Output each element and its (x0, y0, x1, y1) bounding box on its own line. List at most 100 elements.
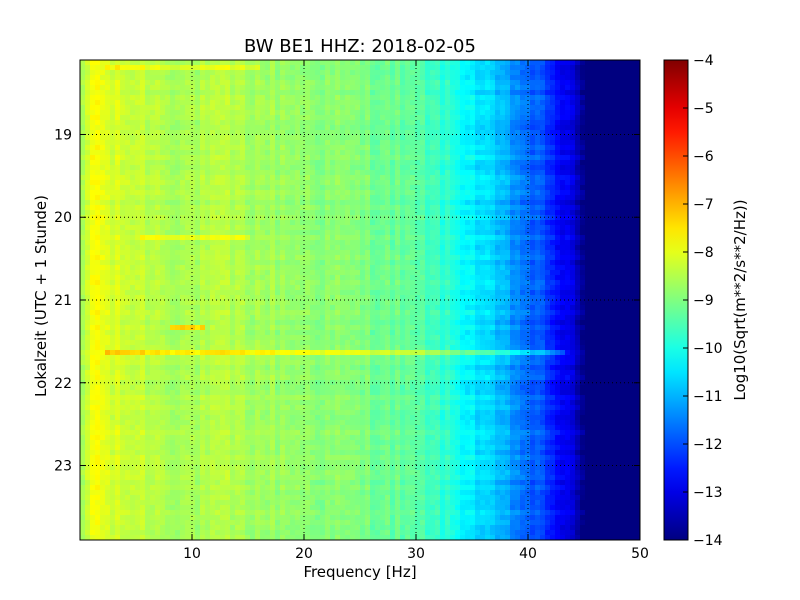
heatmap-cell (395, 110, 401, 116)
heatmap-cell (395, 225, 401, 231)
heatmap-cell (495, 255, 501, 261)
heatmap-cell (605, 190, 611, 196)
heatmap-cell (110, 80, 116, 86)
heatmap-cell (145, 150, 151, 156)
heatmap-cell (210, 175, 216, 181)
heatmap-cell (615, 160, 621, 166)
heatmap-cell (325, 60, 331, 66)
heatmap-cell (135, 135, 141, 141)
heatmap-cell (95, 280, 101, 286)
heatmap-cell (505, 75, 511, 81)
heatmap-cell (445, 85, 451, 91)
heatmap-cell (275, 260, 281, 266)
heatmap-cell (615, 60, 621, 66)
heatmap-cell (250, 70, 256, 76)
heatmap-cell (220, 125, 226, 131)
heatmap-cell (550, 245, 556, 251)
heatmap-cell (150, 170, 156, 176)
heatmap-cell (270, 270, 276, 276)
heatmap-cell (590, 195, 596, 201)
heatmap-cell (425, 270, 431, 276)
heatmap-cell (570, 230, 576, 236)
heatmap-cell (145, 160, 151, 166)
heatmap-cell (485, 70, 491, 76)
heatmap-cell (170, 60, 176, 66)
heatmap-cell (285, 80, 291, 86)
heatmap-cell (550, 160, 556, 166)
heatmap-cell (225, 145, 231, 151)
heatmap-cell (415, 90, 421, 96)
heatmap-cell (255, 195, 261, 201)
heatmap-cell (380, 260, 386, 266)
heatmap-cell (600, 85, 606, 91)
heatmap-cell (190, 155, 196, 161)
heatmap-cell (310, 275, 316, 281)
heatmap-cell (490, 220, 496, 226)
heatmap-cell (300, 150, 306, 156)
heatmap-cell (545, 240, 551, 246)
heatmap-cell (300, 85, 306, 91)
heatmap-cell (375, 90, 381, 96)
heatmap-cell (535, 120, 541, 126)
heatmap-cell (435, 225, 441, 231)
heatmap-cell (575, 115, 581, 121)
heatmap-cell (495, 75, 501, 81)
heatmap-cell (245, 105, 251, 111)
heatmap-cell (165, 230, 171, 236)
heatmap-cell (140, 210, 146, 216)
heatmap-cell (600, 215, 606, 221)
heatmap-cell (135, 270, 141, 276)
heatmap-cell (285, 170, 291, 176)
heatmap-cell (575, 205, 581, 211)
heatmap-cell (365, 280, 371, 286)
heatmap-cell (560, 185, 566, 191)
heatmap-cell (460, 200, 466, 206)
heatmap-cell (530, 255, 536, 261)
heatmap-cell (510, 175, 516, 181)
heatmap-cell (560, 95, 566, 101)
heatmap-cell (615, 215, 621, 221)
heatmap-cell (315, 220, 321, 226)
heatmap-cell (620, 75, 626, 81)
heatmap-cell (430, 185, 436, 191)
heatmap-cell (535, 205, 541, 211)
heatmap-cell (215, 85, 221, 91)
heatmap-cell (490, 140, 496, 146)
heatmap-cell (120, 245, 126, 251)
heatmap-cell (175, 175, 181, 181)
heatmap-cell (355, 115, 361, 121)
heatmap-cell (610, 250, 616, 256)
heatmap-cell (565, 85, 571, 91)
heatmap-cell (245, 210, 251, 216)
heatmap-cell (125, 205, 131, 211)
heatmap-cell (285, 235, 291, 241)
heatmap-cell (185, 105, 191, 111)
heatmap-cell (550, 180, 556, 186)
heatmap-cell (450, 140, 456, 146)
heatmap-cell (165, 215, 171, 221)
heatmap-cell (85, 255, 91, 261)
heatmap-cell (445, 245, 451, 251)
heatmap-cell (575, 200, 581, 206)
heatmap-cell (350, 130, 356, 136)
heatmap-cell (170, 90, 176, 96)
heatmap-cell (315, 115, 321, 121)
heatmap-cell (345, 205, 351, 211)
heatmap-cell (265, 150, 271, 156)
heatmap-cell (315, 80, 321, 86)
heatmap-cell (555, 240, 561, 246)
heatmap-cell (490, 155, 496, 161)
heatmap-cell (185, 240, 191, 246)
heatmap-cell (355, 85, 361, 91)
heatmap-cell (315, 175, 321, 181)
heatmap-cell (415, 145, 421, 151)
heatmap-cell (85, 110, 91, 116)
heatmap-cell (540, 175, 546, 181)
heatmap-cell (90, 180, 96, 186)
heatmap-cell (395, 135, 401, 141)
heatmap-cell (560, 150, 566, 156)
heatmap-cell (515, 70, 521, 76)
heatmap-cell (595, 175, 601, 181)
heatmap-cell (325, 240, 331, 246)
heatmap-cell (480, 90, 486, 96)
